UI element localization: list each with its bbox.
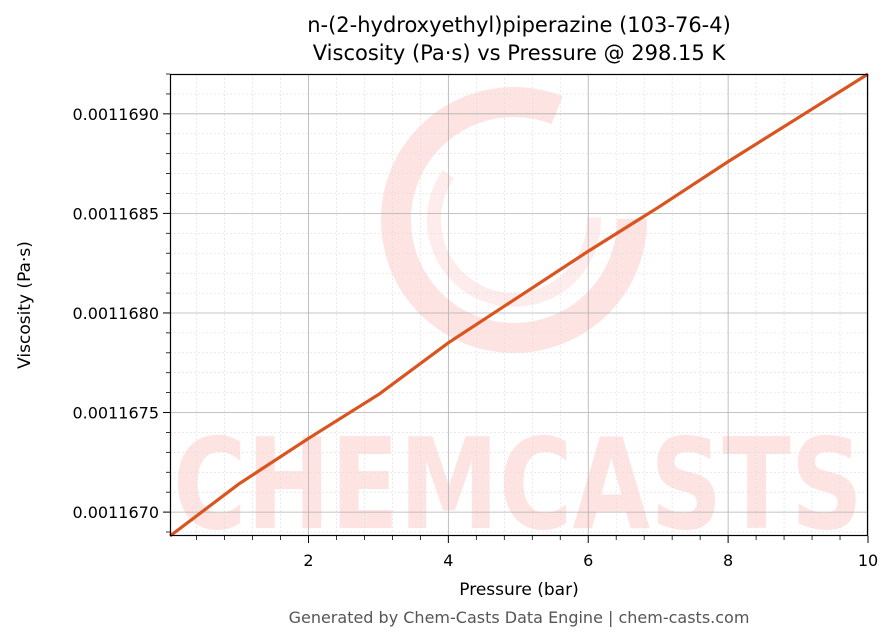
- x-axis: 2 4 6 8 10: [196, 536, 878, 570]
- y-tick-label: 0.0011680: [72, 304, 159, 323]
- chemcasts-watermark: CHEMCASTS: [173, 87, 863, 558]
- y-tick-label: 0.0011685: [72, 204, 159, 223]
- viscosity-series-line: [169, 72, 869, 538]
- watermark-text: CHEMCASTS: [173, 411, 863, 558]
- minor-grid: [170, 73, 868, 536]
- y-tick-label: 0.0011690: [72, 105, 159, 124]
- x-tick-label: 10: [858, 551, 878, 570]
- chart-title: n-(2-hydroxyethyl)piperazine (103-76-4): [307, 13, 731, 37]
- x-axis-label: Pressure (bar): [459, 580, 578, 600]
- y-tick-label: 0.0011670: [72, 503, 159, 522]
- x-tick-label: 6: [583, 551, 593, 570]
- y-axis: 0.0011670 0.0011675 0.0011680 0.0011685 0.00…: [72, 73, 170, 533]
- watermark-swirl-logo: [381, 87, 647, 353]
- plot-frame: [169, 73, 869, 537]
- x-tick-label: 8: [723, 551, 733, 570]
- x-tick-label: 4: [443, 551, 453, 570]
- footer-credit: Generated by Chem-Casts Data Engine | ch…: [288, 608, 750, 627]
- chart-subtitle: Viscosity (Pa·s) vs Pressure @ 298.15 K: [312, 41, 726, 65]
- x-tick-label: 2: [303, 551, 313, 570]
- y-tick-label: 0.0011675: [72, 404, 159, 423]
- y-axis-label: Viscosity (Pa·s): [15, 241, 35, 369]
